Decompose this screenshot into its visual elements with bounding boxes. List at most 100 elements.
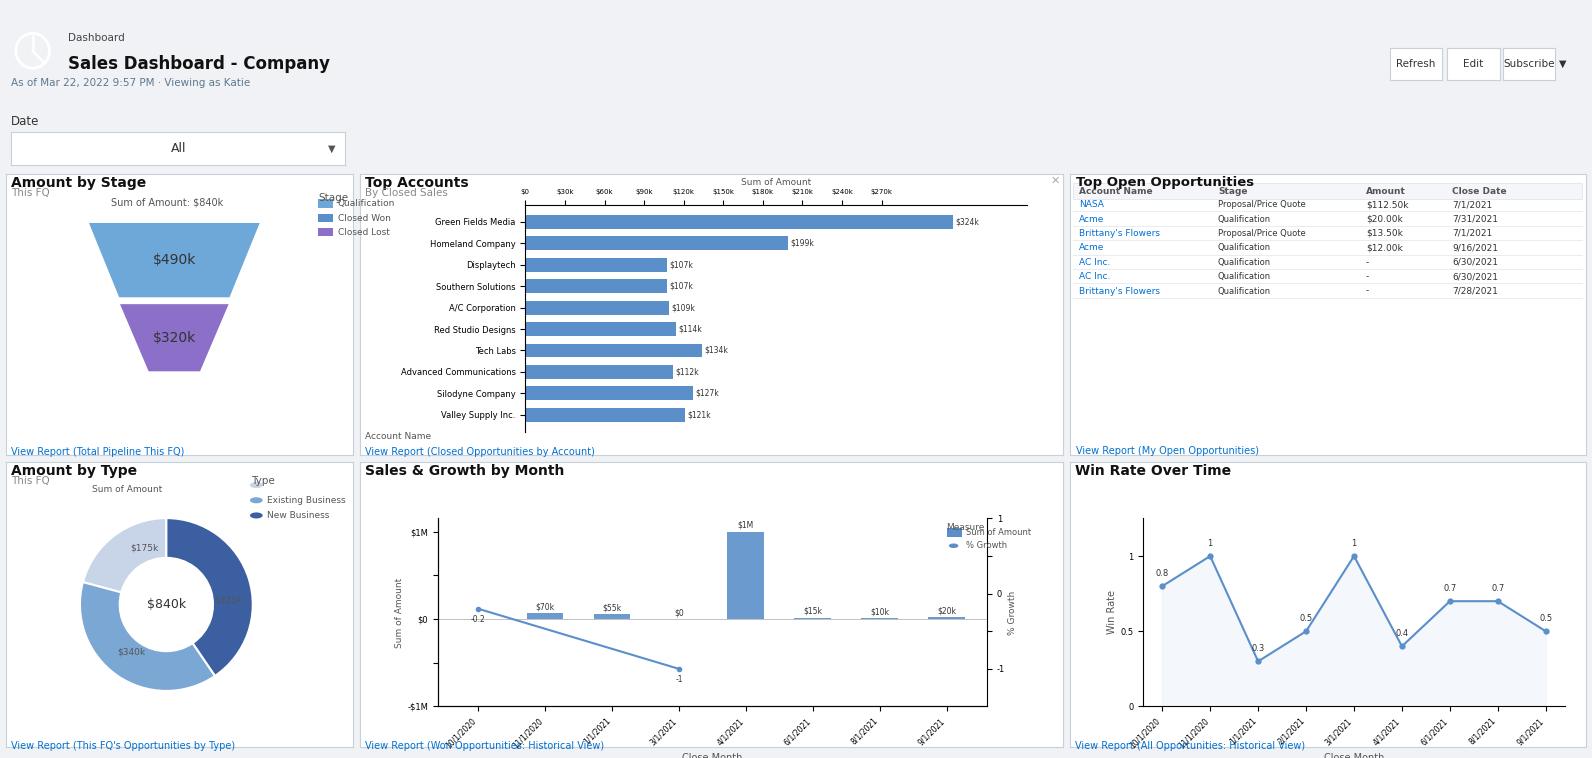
Text: 0.5: 0.5 <box>1539 614 1552 623</box>
Text: Account Name: Account Name <box>365 432 431 441</box>
Text: -: - <box>1366 287 1369 296</box>
Text: AC Inc.: AC Inc. <box>1079 272 1111 281</box>
Text: 6/30/2021: 6/30/2021 <box>1452 258 1498 267</box>
Text: $324k: $324k <box>955 218 979 227</box>
Text: 7/31/2021: 7/31/2021 <box>1452 215 1498 224</box>
Text: Top Accounts: Top Accounts <box>365 176 468 190</box>
X-axis label: Close Month: Close Month <box>683 753 742 758</box>
Text: -: - <box>1366 272 1369 281</box>
Text: 7/1/2021: 7/1/2021 <box>1452 229 1492 238</box>
Text: 0.7: 0.7 <box>1444 584 1457 593</box>
Text: $490k: $490k <box>153 253 196 267</box>
Text: Proposal/Price Quote: Proposal/Price Quote <box>1218 200 1305 209</box>
Text: View Report (Won Opportunities: Historical View): View Report (Won Opportunities: Historic… <box>365 741 603 750</box>
Text: 9/16/2021: 9/16/2021 <box>1452 243 1498 252</box>
Text: $127k: $127k <box>696 389 720 398</box>
Bar <box>525 365 673 379</box>
X-axis label: Close Month: Close Month <box>1325 753 1383 758</box>
Text: Qualification: Qualification <box>1218 287 1270 296</box>
X-axis label: Sum of Amount: Sum of Amount <box>740 178 812 186</box>
Text: $10k: $10k <box>871 607 890 616</box>
Text: -: - <box>1366 258 1369 267</box>
Text: Qualification: Qualification <box>1218 215 1270 224</box>
Text: $175k: $175k <box>131 543 159 553</box>
Text: New Business: New Business <box>267 511 330 520</box>
Text: Account Name: Account Name <box>1079 186 1153 196</box>
Text: 7/1/2021: 7/1/2021 <box>1452 200 1492 209</box>
Text: 6/30/2021: 6/30/2021 <box>1452 272 1498 281</box>
Text: Sum of Amount: Sum of Amount <box>92 485 162 494</box>
Text: Acme: Acme <box>1079 243 1105 252</box>
Text: Qualification: Qualification <box>338 199 395 208</box>
Bar <box>527 613 564 619</box>
Text: -0.2: -0.2 <box>471 615 486 624</box>
Text: View Report (Total Pipeline This FQ): View Report (Total Pipeline This FQ) <box>11 447 185 457</box>
Text: View Report (Closed Opportunities by Account): View Report (Closed Opportunities by Acc… <box>365 447 594 457</box>
Text: Proposal/Price Quote: Proposal/Price Quote <box>1218 229 1305 238</box>
Text: Top Open Opportunities: Top Open Opportunities <box>1076 176 1254 189</box>
Bar <box>594 614 630 619</box>
Text: % Growth: % Growth <box>966 541 1008 550</box>
Y-axis label: Sum of Amount: Sum of Amount <box>395 578 404 647</box>
Text: Dashboard: Dashboard <box>68 33 126 43</box>
Text: Qualification: Qualification <box>1218 243 1270 252</box>
Text: ▼: ▼ <box>328 143 336 154</box>
Text: $199k: $199k <box>791 239 815 248</box>
Text: Amount by Stage: Amount by Stage <box>11 176 146 190</box>
Text: Sales & Growth by Month: Sales & Growth by Month <box>365 464 564 478</box>
Text: Amount: Amount <box>1366 186 1406 196</box>
Bar <box>525 215 954 229</box>
Bar <box>525 236 788 250</box>
Wedge shape <box>167 518 253 676</box>
Bar <box>525 258 667 272</box>
Bar <box>525 408 685 421</box>
Text: ▼: ▼ <box>1559 58 1567 69</box>
Text: $107k: $107k <box>669 260 693 269</box>
Text: View Report (My Open Opportunities): View Report (My Open Opportunities) <box>1076 446 1259 456</box>
Text: Sum of Amount: Sum of Amount <box>966 528 1032 537</box>
Text: Amount by Type: Amount by Type <box>11 464 137 478</box>
Text: $112k: $112k <box>675 368 699 377</box>
Bar <box>525 322 675 336</box>
Y-axis label: Win Rate: Win Rate <box>1108 590 1118 634</box>
Text: Sales Dashboard - Company: Sales Dashboard - Company <box>68 55 331 73</box>
Text: 0.4: 0.4 <box>1395 629 1409 638</box>
Wedge shape <box>80 582 215 691</box>
Text: Date: Date <box>11 114 40 128</box>
Text: By Closed Sales: By Closed Sales <box>365 188 447 198</box>
Text: 7/28/2021: 7/28/2021 <box>1452 287 1498 296</box>
Text: $109k: $109k <box>672 303 696 312</box>
Text: $70k: $70k <box>535 602 554 611</box>
Bar <box>728 531 764 619</box>
Text: $112.50k: $112.50k <box>1366 200 1409 209</box>
Text: Type: Type <box>252 476 275 486</box>
Text: Existing Business: Existing Business <box>267 496 345 505</box>
Polygon shape <box>88 222 261 299</box>
Text: $20.00k: $20.00k <box>1366 215 1403 224</box>
Text: Closed Lost: Closed Lost <box>338 228 390 237</box>
Text: $13.50k: $13.50k <box>1366 229 1403 238</box>
Text: Sum of Amount: $840k: Sum of Amount: $840k <box>111 197 223 207</box>
Text: AC Inc.: AC Inc. <box>1079 258 1111 267</box>
Wedge shape <box>83 518 167 593</box>
Text: As of Mar 22, 2022 9:57 PM · Viewing as Katie: As of Mar 22, 2022 9:57 PM · Viewing as … <box>11 78 250 89</box>
Text: Acme: Acme <box>1079 215 1105 224</box>
Text: Stage: Stage <box>318 193 349 203</box>
Text: Qualification: Qualification <box>1218 272 1270 281</box>
Bar <box>525 301 669 315</box>
Text: $0: $0 <box>673 608 685 617</box>
Text: Qualification: Qualification <box>1218 258 1270 267</box>
Text: $15k: $15k <box>804 607 823 616</box>
Text: NASA: NASA <box>1079 200 1105 209</box>
Text: Subscribe: Subscribe <box>1503 58 1555 69</box>
Text: $325k: $325k <box>215 596 242 605</box>
Text: Close Date: Close Date <box>1452 186 1506 196</box>
Text: $55k: $55k <box>602 603 621 612</box>
Text: $1M: $1M <box>737 521 755 530</box>
Text: 0.7: 0.7 <box>1492 584 1504 593</box>
Text: $134k: $134k <box>705 346 729 355</box>
Text: 1: 1 <box>1208 539 1213 548</box>
Text: Win Rate Over Time: Win Rate Over Time <box>1075 464 1231 478</box>
Bar <box>794 618 831 619</box>
Bar <box>525 387 693 400</box>
